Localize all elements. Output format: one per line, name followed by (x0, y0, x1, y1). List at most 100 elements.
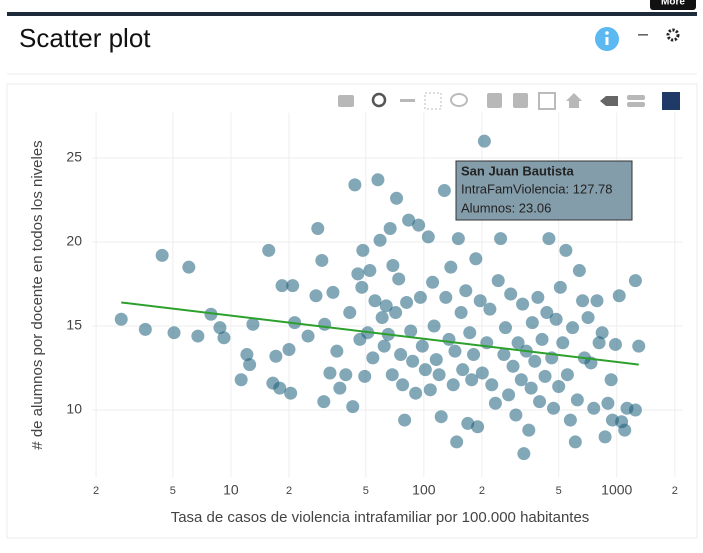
point (412, 218, 426, 232)
point (612, 289, 626, 303)
hover-label: San Juan Bautista IntraFamViolencia: 127.… (455, 160, 633, 221)
lasso-button[interactable] (450, 93, 468, 107)
point (563, 413, 577, 427)
point (559, 243, 573, 257)
plot-frame (6, 83, 698, 539)
point (531, 290, 545, 304)
point (475, 366, 489, 380)
settings-button[interactable] (666, 28, 680, 42)
point (386, 258, 400, 272)
x-axis-title: Tasa de casos de violencia intrafamiliar… (171, 509, 590, 526)
top-bar (7, 12, 697, 16)
point (522, 423, 536, 437)
point (549, 312, 563, 326)
point (437, 184, 451, 198)
point (246, 317, 260, 331)
point (459, 284, 473, 298)
zoom-in-button[interactable] (487, 93, 502, 108)
y-tick-label: 20 (66, 233, 82, 249)
point (358, 369, 372, 383)
point (454, 306, 468, 320)
hover-line: Alumnos: 23.06 (461, 200, 551, 215)
point (576, 294, 590, 308)
autoscale-button[interactable] (538, 92, 556, 110)
point (432, 368, 446, 382)
minimize-button[interactable] (638, 34, 648, 36)
point (528, 354, 542, 368)
point (504, 287, 518, 301)
point (311, 222, 325, 236)
hover-line: IntraFamViolencia: 127.78 (461, 181, 613, 196)
point (213, 321, 227, 335)
x-tick-label: 2 (479, 485, 485, 497)
reset-button[interactable] (566, 93, 582, 108)
point (517, 447, 531, 461)
point (415, 339, 429, 353)
point (540, 306, 554, 320)
zoom-button[interactable] (371, 92, 387, 108)
point (421, 230, 435, 244)
zoom-out-button[interactable] (513, 93, 528, 108)
x-tick-label: 1000 (601, 482, 632, 498)
point (368, 294, 382, 308)
x-tick-label: 5 (170, 485, 176, 497)
point (333, 381, 347, 395)
point (451, 232, 465, 246)
point (514, 373, 528, 387)
point (182, 260, 196, 274)
point (240, 348, 254, 362)
point (604, 373, 618, 387)
point (429, 353, 443, 367)
point (498, 321, 512, 335)
point (483, 302, 497, 316)
point (570, 393, 584, 407)
point (473, 294, 487, 308)
point (413, 290, 427, 304)
x-tick-label: 2 (672, 485, 678, 497)
modebar (338, 92, 680, 110)
point (590, 294, 604, 308)
point (632, 339, 646, 353)
point (427, 319, 441, 333)
point (491, 274, 505, 288)
panel-title: Scatter plot (19, 23, 151, 53)
point (377, 339, 391, 353)
y-tick-label: 25 (66, 149, 82, 165)
point (423, 383, 437, 397)
point (351, 267, 365, 281)
point (628, 274, 642, 288)
select-button[interactable] (424, 92, 442, 110)
point (389, 306, 403, 320)
plotly-logo[interactable] (662, 92, 680, 110)
point (346, 400, 360, 414)
point (375, 311, 389, 325)
point (282, 343, 296, 357)
point (494, 232, 508, 246)
point (566, 321, 580, 335)
point (572, 264, 586, 278)
point (535, 332, 549, 346)
point (402, 213, 416, 227)
point (542, 232, 556, 246)
camera-button[interactable] (338, 95, 354, 107)
pan-button[interactable] (400, 99, 415, 102)
point (525, 316, 539, 330)
point (390, 191, 404, 205)
compare-button[interactable] (627, 102, 645, 107)
point (524, 381, 538, 395)
hover-button[interactable] (627, 95, 645, 100)
point (366, 351, 380, 365)
spike-button[interactable] (600, 96, 618, 106)
x-tick-label: 100 (412, 482, 436, 498)
info-button[interactable] (595, 27, 619, 51)
point (598, 430, 612, 444)
point (587, 401, 601, 415)
point (592, 336, 606, 350)
point (553, 280, 567, 294)
point (269, 349, 283, 363)
point (450, 435, 464, 449)
point (286, 279, 300, 293)
point (467, 348, 481, 362)
point (448, 344, 462, 358)
